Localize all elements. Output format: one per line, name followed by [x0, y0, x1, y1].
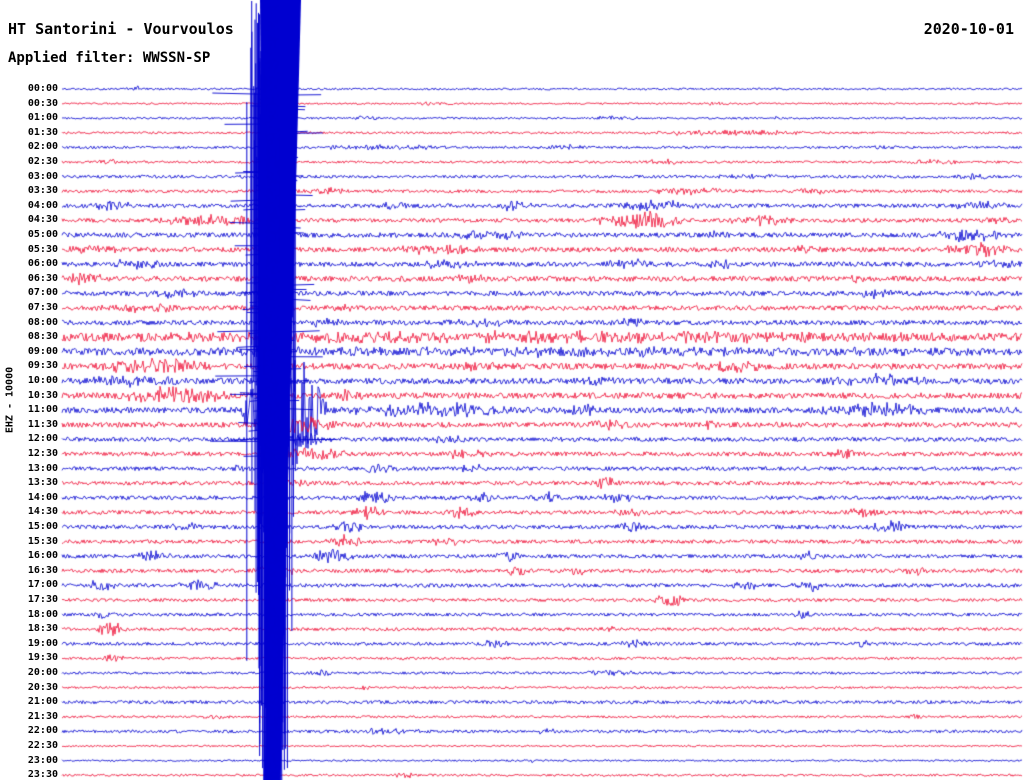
time-label: 22:00 [27, 725, 58, 737]
time-label: 11:30 [27, 418, 58, 430]
time-label: 03:00 [27, 170, 58, 182]
channel-scale-label: EHZ - 10000 [4, 366, 16, 434]
time-label: 00:00 [27, 83, 58, 94]
time-label: 04:00 [27, 199, 58, 211]
time-label: 04:30 [27, 214, 58, 226]
time-label: 11:00 [27, 404, 58, 416]
time-label: 02:00 [27, 141, 58, 153]
time-label: 14:00 [27, 491, 58, 503]
date-label: 2020-10-01 [923, 20, 1014, 38]
time-label: 12:00 [27, 433, 58, 445]
time-label: 20:00 [27, 667, 58, 678]
time-label: 13:30 [27, 477, 58, 489]
station-title: HT Santorini - Vourvoulos [8, 20, 234, 38]
time-label: 05:00 [27, 229, 58, 240]
time-label: 17:30 [27, 594, 58, 605]
time-label: 08:30 [27, 331, 58, 343]
time-label: 21:00 [27, 696, 58, 708]
time-label: 01:30 [27, 126, 58, 138]
time-label: 08:00 [27, 316, 58, 328]
time-label: 12:30 [27, 448, 58, 459]
time-label: 05:30 [27, 243, 58, 255]
time-label: 09:30 [27, 360, 58, 372]
time-label: 10:00 [27, 375, 58, 386]
time-label: 21:30 [27, 710, 58, 722]
time-label: 18:30 [27, 623, 58, 635]
time-label: 17:00 [27, 579, 58, 591]
time-label: 01:00 [27, 112, 58, 124]
time-label: 18:00 [27, 608, 58, 620]
time-label: 19:00 [27, 637, 58, 649]
time-label: 16:00 [27, 550, 58, 562]
time-label: 16:30 [27, 564, 58, 576]
time-label: 07:00 [27, 287, 58, 299]
time-label: 13:00 [27, 462, 58, 474]
time-label: 20:30 [27, 681, 58, 693]
time-label: 02:30 [27, 156, 58, 167]
time-label: 06:30 [27, 272, 58, 284]
time-label: 00:30 [27, 97, 58, 109]
time-label: 03:30 [27, 185, 58, 197]
time-label: 15:00 [27, 521, 58, 532]
time-label: 23:00 [27, 754, 58, 766]
applied-filter-label: Applied filter: WWSSN-SP [8, 50, 211, 66]
time-label: 14:30 [27, 506, 58, 518]
time-label: 06:00 [27, 258, 58, 270]
time-label: 07:30 [27, 302, 58, 313]
time-label: 09:00 [27, 345, 58, 357]
time-label: 10:30 [27, 389, 58, 401]
time-label: 22:30 [27, 740, 58, 751]
time-label: 19:30 [27, 652, 58, 664]
time-label: 23:30 [27, 769, 58, 780]
time-label: 15:30 [27, 535, 58, 547]
